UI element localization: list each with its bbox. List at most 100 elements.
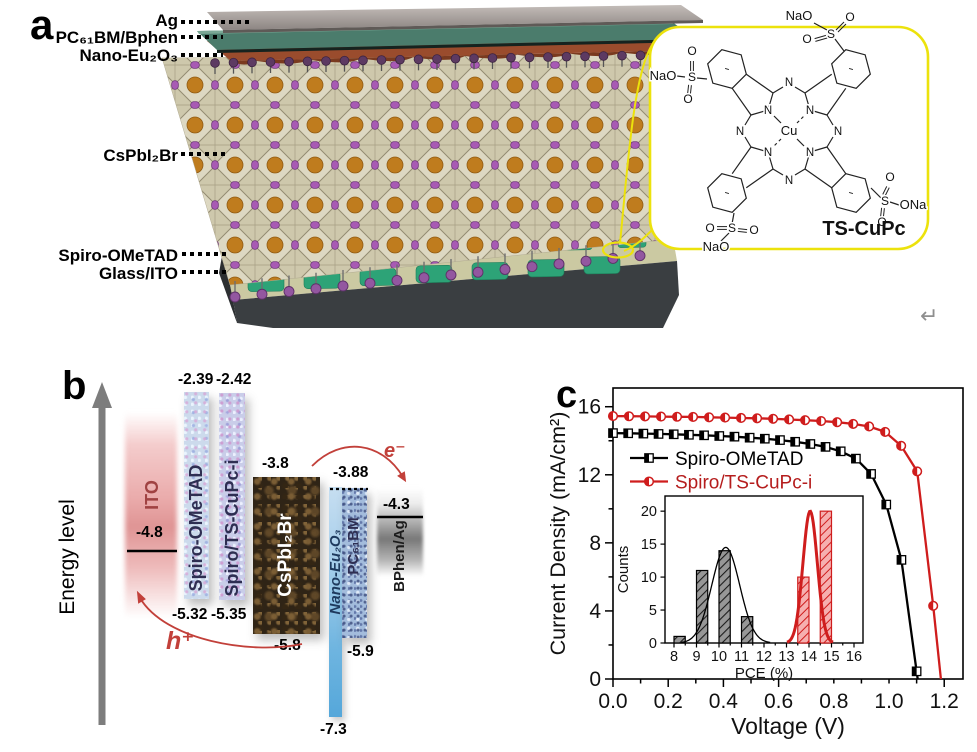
jv-chart-panel: c 0.0 0.2 0.4 0.6 0.8 1.0 1.2 0 4 8 12 16 Voltage (V… bbox=[546, 373, 977, 747]
svg-text:13: 13 bbox=[778, 649, 794, 665]
svg-text:0.4: 0.4 bbox=[709, 690, 739, 713]
svg-text:12: 12 bbox=[578, 464, 601, 487]
svg-text:O: O bbox=[705, 221, 714, 235]
svg-text:0.6: 0.6 bbox=[764, 690, 793, 713]
spiro-ometad-bar bbox=[184, 392, 209, 599]
svg-text:12: 12 bbox=[756, 649, 772, 665]
svg-text:S: S bbox=[881, 194, 889, 208]
svg-text:10: 10 bbox=[711, 649, 727, 665]
svg-text:15: 15 bbox=[641, 537, 657, 553]
svg-text:ONa: ONa bbox=[900, 197, 928, 212]
bphen-bar-label: BPhen/Ag bbox=[391, 520, 408, 592]
svg-text:N: N bbox=[806, 105, 814, 117]
svg-text:PCE (%): PCE (%) bbox=[735, 665, 793, 682]
svg-text:0.8: 0.8 bbox=[819, 690, 848, 713]
svg-text:S: S bbox=[728, 221, 736, 235]
svg-text:16: 16 bbox=[846, 649, 862, 665]
svg-text:Spiro/TS-CuPc-i: Spiro/TS-CuPc-i bbox=[675, 473, 812, 494]
energy-level-diagram: b Energy level ITO -4.8 -2.39 -5.32 Spir… bbox=[50, 360, 480, 750]
perovskite-bottom: -5.8 bbox=[274, 637, 301, 654]
svg-text:Voltage (V): Voltage (V) bbox=[731, 713, 845, 739]
svg-text:14: 14 bbox=[801, 649, 817, 665]
svg-text:0.0: 0.0 bbox=[598, 690, 627, 713]
svg-text:16: 16 bbox=[578, 396, 601, 419]
svg-text:S: S bbox=[688, 70, 696, 84]
svg-text:O: O bbox=[877, 215, 886, 229]
svg-text:N: N bbox=[736, 126, 744, 138]
electron-label: e⁻ bbox=[384, 440, 406, 462]
energy-axis-label: Energy level bbox=[56, 499, 79, 615]
bphen-level-value: -4.3 bbox=[383, 496, 410, 513]
svg-text:N: N bbox=[785, 175, 793, 187]
ito-bar bbox=[125, 412, 177, 617]
svg-text:4: 4 bbox=[589, 600, 601, 623]
svg-text:O: O bbox=[687, 44, 696, 58]
svg-text:11: 11 bbox=[734, 649, 749, 665]
leader-nano-eu2o3 bbox=[181, 53, 223, 57]
eu2o3-bar bbox=[329, 487, 342, 717]
svg-text:O: O bbox=[885, 170, 894, 184]
layer-label-spiro: Spiro-OMeTAD bbox=[58, 246, 178, 265]
svg-text:NaO: NaO bbox=[650, 68, 677, 83]
spiro-homo-top: -2.39 bbox=[178, 371, 214, 388]
panel-b-letter: b bbox=[62, 364, 87, 408]
svg-text:N: N bbox=[764, 147, 772, 159]
leader-cspbi2br bbox=[181, 152, 225, 156]
ito-bar-label: ITO bbox=[142, 480, 162, 510]
svg-text:S: S bbox=[827, 27, 835, 41]
panel-c-letter: c bbox=[556, 374, 578, 416]
perovskite-bar-label: CsPbI₂Br bbox=[275, 513, 296, 597]
svg-text:0: 0 bbox=[649, 636, 657, 652]
svg-text:N: N bbox=[806, 147, 814, 159]
svg-text:Current Density (mA/cm²): Current Density (mA/cm²) bbox=[550, 412, 570, 656]
svg-text:5: 5 bbox=[649, 603, 657, 619]
svg-text:NaO: NaO bbox=[786, 8, 813, 23]
svg-text:NaO: NaO bbox=[703, 239, 730, 254]
ito-level-value: -4.8 bbox=[136, 524, 163, 541]
layer-label-ag: Ag bbox=[155, 11, 178, 30]
pcbm-bar bbox=[342, 488, 367, 638]
layer-label-pcbm-bphen: PC₆₁BM/Bphen bbox=[55, 28, 178, 47]
layer-label-nano-eu2o3: Nano-Eu₂O₃ bbox=[79, 46, 178, 65]
pcbm-bottom: -5.9 bbox=[347, 643, 374, 660]
svg-text:20: 20 bbox=[641, 504, 657, 520]
jv-chart: 0.0 0.2 0.4 0.6 0.8 1.0 1.2 0 4 8 12 16 Voltage (V) C… bbox=[546, 387, 964, 739]
svg-text:1.2: 1.2 bbox=[930, 690, 959, 713]
leader-pcbm-bphen bbox=[181, 35, 223, 39]
eu2o3-bottom: -7.3 bbox=[320, 721, 347, 738]
bphen-ag-bar bbox=[377, 488, 423, 576]
cupc-top: -2.42 bbox=[216, 371, 252, 388]
leader-spiro bbox=[182, 252, 226, 256]
pcbm-bar-label: PC₆₁BM bbox=[345, 517, 362, 575]
panel-a-letter: a bbox=[30, 1, 54, 48]
layer-label-glass-ito: Glass/ITO bbox=[98, 264, 178, 283]
svg-text:Spiro-OMeTAD: Spiro-OMeTAD bbox=[675, 449, 803, 470]
svg-text:O: O bbox=[683, 92, 692, 106]
svg-text:O: O bbox=[802, 32, 811, 46]
svg-text:0.2: 0.2 bbox=[654, 690, 683, 713]
svg-text:Cu: Cu bbox=[781, 123, 798, 138]
svg-text:8: 8 bbox=[670, 649, 678, 665]
layer-label-cspbi2br: CsPbI₂Br bbox=[103, 146, 178, 165]
leader-ag bbox=[181, 20, 249, 24]
svg-text:O: O bbox=[845, 10, 854, 24]
return-mark: ↵ bbox=[920, 303, 939, 328]
svg-text:N: N bbox=[785, 77, 793, 89]
svg-text:10: 10 bbox=[641, 570, 657, 586]
svg-text:15: 15 bbox=[823, 649, 839, 665]
svg-text:N: N bbox=[834, 126, 842, 138]
svg-text:Counts: Counts bbox=[615, 546, 632, 594]
svg-text:8: 8 bbox=[589, 532, 601, 555]
leader-glass-ito bbox=[182, 270, 226, 274]
perovskite-top: -3.8 bbox=[262, 455, 289, 472]
panel-a-layer-labels: Ag PC₆₁BM/Bphen Nano-Eu₂O₃ CsPbI₂Br Spir… bbox=[0, 0, 300, 300]
svg-text:9: 9 bbox=[692, 649, 700, 665]
svg-text:1.0: 1.0 bbox=[874, 690, 903, 713]
cupc-bar-label: Spiro/TS-CuPc-i bbox=[222, 459, 242, 597]
spiro-cupc-bar bbox=[219, 393, 245, 600]
hole-label: h⁺ bbox=[166, 627, 195, 655]
svg-text:TS-CuPc: TS-CuPc bbox=[822, 218, 905, 240]
